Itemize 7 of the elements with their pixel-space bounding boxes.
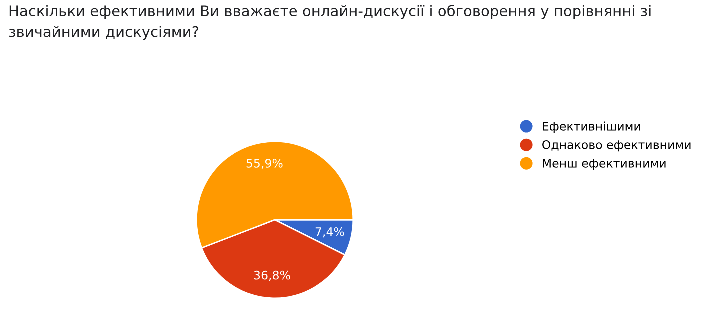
legend-label: Однаково ефективними (542, 140, 691, 152)
legend-label: Менш ефективними (543, 159, 666, 170)
legend-label: Ефективнішими (543, 122, 640, 134)
data-label: 7,4% (316, 227, 344, 238)
chart-title: Наскільки ефективними Ви вважаєте онлайн-дискусії і обговорення у порівнянні зі звичайними дискусіями? (9, 5, 651, 40)
data-label: 36,8% (254, 270, 290, 282)
data-label: 55,9% (246, 158, 283, 170)
